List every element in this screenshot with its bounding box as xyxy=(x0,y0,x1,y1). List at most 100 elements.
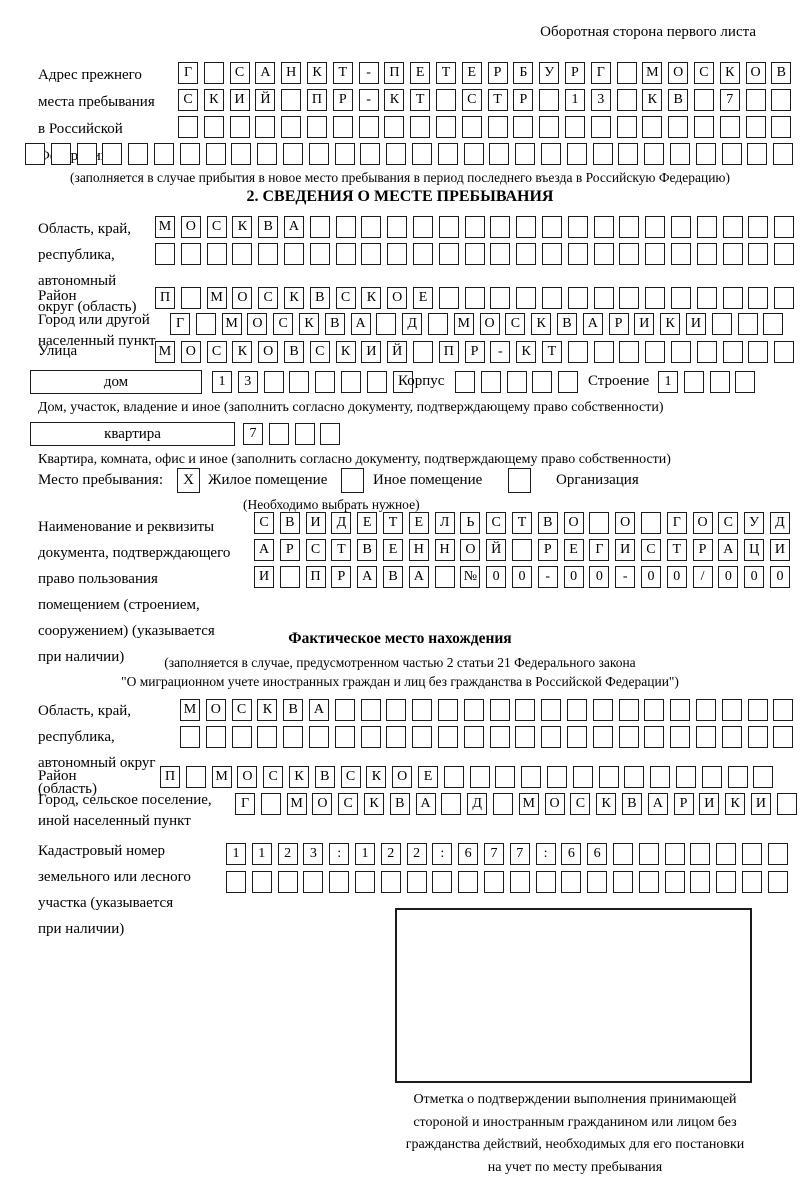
char-box[interactable] xyxy=(489,726,510,748)
char-box[interactable] xyxy=(541,699,562,721)
char-box[interactable]: С xyxy=(206,341,227,363)
char-box[interactable] xyxy=(670,287,691,309)
char-box[interactable]: Г xyxy=(666,512,687,534)
char-box[interactable]: 7 xyxy=(243,423,263,445)
char-box[interactable] xyxy=(701,766,722,788)
char-box[interactable] xyxy=(432,871,453,893)
char-box[interactable] xyxy=(437,699,458,721)
char-box[interactable]: Р xyxy=(464,341,485,363)
char-box[interactable]: С xyxy=(229,62,250,84)
char-box[interactable] xyxy=(128,143,149,165)
char-box[interactable]: М xyxy=(221,313,242,335)
char-box[interactable] xyxy=(771,89,792,111)
char-box[interactable] xyxy=(229,116,250,138)
char-box[interactable] xyxy=(540,143,561,165)
char-box[interactable] xyxy=(696,287,717,309)
char-box[interactable]: И xyxy=(685,313,706,335)
char-box[interactable]: П xyxy=(384,62,405,84)
char-box[interactable] xyxy=(567,287,588,309)
char-box[interactable]: Т xyxy=(331,539,352,561)
char-box[interactable] xyxy=(619,287,640,309)
char-box[interactable] xyxy=(232,243,253,265)
char-box[interactable] xyxy=(308,726,329,748)
char-box[interactable] xyxy=(590,116,611,138)
char-box[interactable]: В xyxy=(771,62,792,84)
char-box[interactable] xyxy=(640,512,661,534)
char-box[interactable]: К xyxy=(232,341,253,363)
char-box[interactable] xyxy=(645,216,666,238)
char-box[interactable]: Е xyxy=(357,512,378,534)
char-box[interactable]: Г xyxy=(589,539,610,561)
char-box[interactable] xyxy=(650,766,671,788)
char-box[interactable] xyxy=(178,116,198,138)
char-box[interactable]: К xyxy=(516,341,537,363)
char-box[interactable]: 0 xyxy=(640,566,661,588)
char-box[interactable] xyxy=(774,287,795,309)
char-box[interactable] xyxy=(490,216,511,238)
char-box[interactable] xyxy=(616,116,637,138)
char-box[interactable]: 1 xyxy=(564,89,585,111)
char-box[interactable] xyxy=(515,143,536,165)
char-box[interactable] xyxy=(306,116,327,138)
char-box[interactable]: В xyxy=(309,287,330,309)
char-box[interactable] xyxy=(406,871,427,893)
char-box[interactable] xyxy=(76,143,97,165)
char-box[interactable] xyxy=(410,116,431,138)
char-box[interactable]: П xyxy=(306,89,327,111)
char-box[interactable] xyxy=(386,699,407,721)
char-box[interactable] xyxy=(463,143,484,165)
char-box[interactable] xyxy=(612,843,633,865)
char-box[interactable] xyxy=(773,699,794,721)
char-box[interactable]: С xyxy=(718,512,739,534)
char-box[interactable] xyxy=(722,287,743,309)
char-box[interactable] xyxy=(721,726,742,748)
char-box[interactable]: С xyxy=(693,62,714,84)
char-box[interactable]: 3 xyxy=(237,371,258,393)
char-box[interactable] xyxy=(593,287,614,309)
char-box[interactable] xyxy=(392,371,413,393)
char-box[interactable] xyxy=(745,116,766,138)
char-box[interactable] xyxy=(203,62,224,84)
char-box[interactable] xyxy=(541,287,562,309)
char-box[interactable] xyxy=(567,341,588,363)
char-box[interactable] xyxy=(719,116,740,138)
char-box[interactable]: И xyxy=(361,341,382,363)
char-box[interactable] xyxy=(464,287,485,309)
char-box[interactable]: О xyxy=(247,313,268,335)
char-box[interactable] xyxy=(670,726,691,748)
char-box[interactable]: 1 xyxy=(212,371,232,393)
char-box[interactable] xyxy=(205,143,226,165)
char-box[interactable] xyxy=(747,143,768,165)
char-box[interactable] xyxy=(335,216,356,238)
char-box[interactable] xyxy=(279,566,300,588)
char-box[interactable]: : xyxy=(329,843,350,865)
char-box[interactable] xyxy=(257,726,278,748)
char-box[interactable] xyxy=(567,216,588,238)
char-box[interactable]: М xyxy=(155,341,175,363)
char-box[interactable]: С xyxy=(338,793,359,815)
char-box[interactable]: П xyxy=(305,566,326,588)
char-box[interactable] xyxy=(767,871,788,893)
char-box[interactable]: 0 xyxy=(718,566,739,588)
char-box[interactable]: Т xyxy=(666,539,687,561)
char-box[interactable] xyxy=(376,313,397,335)
char-box[interactable]: 0 xyxy=(769,566,790,588)
char-box[interactable]: О xyxy=(544,793,565,815)
char-box[interactable] xyxy=(495,766,516,788)
char-box[interactable]: 7 xyxy=(483,843,504,865)
char-box[interactable]: Р xyxy=(513,89,534,111)
char-box[interactable]: Т xyxy=(410,89,431,111)
char-box[interactable]: Ц xyxy=(744,539,765,561)
char-box[interactable]: Т xyxy=(332,62,353,84)
char-box[interactable] xyxy=(258,243,279,265)
char-box[interactable]: - xyxy=(358,62,379,84)
char-box[interactable]: И xyxy=(615,539,636,561)
char-box[interactable] xyxy=(25,143,45,165)
char-box[interactable]: А xyxy=(308,699,329,721)
char-box[interactable] xyxy=(592,699,613,721)
char-box[interactable]: Т xyxy=(511,512,532,534)
char-box[interactable] xyxy=(509,871,530,893)
char-box[interactable]: О xyxy=(460,539,481,561)
char-box[interactable] xyxy=(231,726,252,748)
char-box[interactable] xyxy=(268,423,289,445)
